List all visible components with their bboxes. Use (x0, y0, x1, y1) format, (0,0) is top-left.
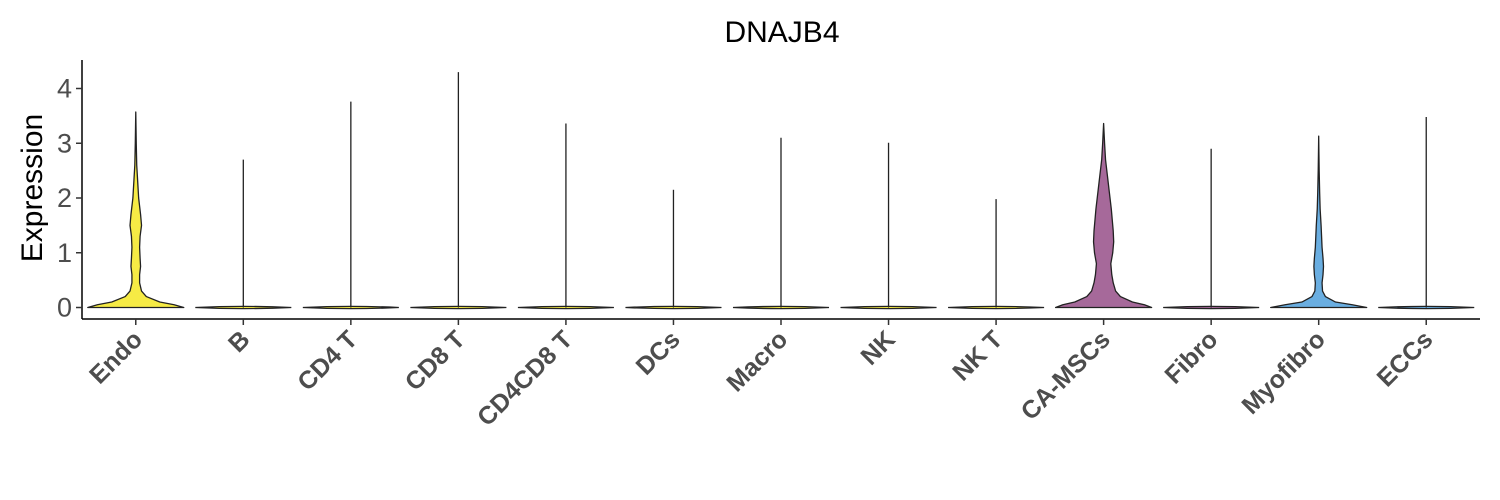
x-tick-label: ECCs (1372, 325, 1439, 392)
x-tick-label: CD8 T (400, 325, 471, 396)
violin-nk-t (948, 199, 1045, 310)
x-tick-label: DCs (631, 325, 686, 380)
y-tick-label: 2 (57, 183, 72, 213)
y-tick-label: 4 (57, 74, 72, 104)
x-tick-label: CD4 T (292, 325, 363, 396)
violin-myofibro (1270, 135, 1368, 309)
violin-dcs (625, 189, 722, 310)
x-tick-label: CD4CD8 T (472, 325, 578, 431)
violin-macro (732, 137, 830, 310)
x-tick-label: Fibro (1159, 325, 1223, 389)
y-tick-label: 1 (57, 238, 72, 268)
x-tick-label: Myofibro (1237, 325, 1331, 419)
violin-cd4cd8-t (517, 123, 614, 310)
x-tick-label: NK T (947, 325, 1008, 386)
violin-body (1054, 122, 1153, 309)
violin-body (87, 111, 185, 309)
violin-nk (840, 142, 937, 310)
x-tick-label: NK (855, 325, 900, 370)
chart-title: DNAJB4 (724, 16, 839, 49)
violin-fibro (1163, 148, 1260, 310)
violin-body (1270, 135, 1368, 309)
violin-cd8-t (410, 72, 507, 310)
x-tick-label: B (223, 325, 256, 358)
violin-b (195, 159, 292, 310)
violin-ca-mscs (1054, 122, 1153, 309)
x-tick-label: CA-MSCs (1016, 325, 1116, 425)
violin-eccs (1378, 116, 1475, 310)
x-tick-label: Endo (84, 325, 148, 389)
y-tick-label: 0 (57, 293, 72, 323)
violin-series (87, 72, 1475, 310)
y-axis: 0 1 2 3 4 (57, 60, 83, 323)
y-tick-label: 3 (57, 128, 72, 158)
x-axis: Endo B CD4 T CD8 T CD4CD8 T DCs Macro NK NK T CA-… (82, 318, 1480, 432)
y-axis-label: Expression (16, 114, 49, 262)
violin-cd4-t (302, 101, 399, 310)
violin-endo (87, 111, 185, 309)
x-tick-label: Macro (721, 325, 793, 397)
